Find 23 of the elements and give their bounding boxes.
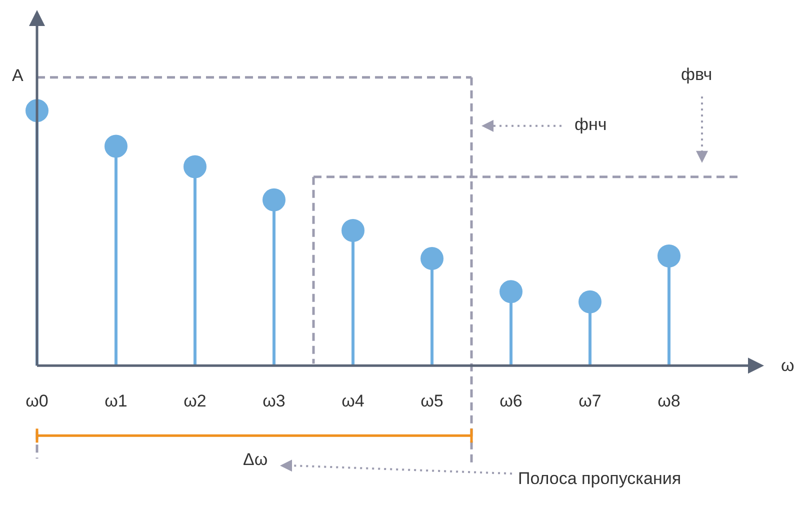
x-tick-label: ω0	[26, 391, 48, 410]
x-tick-label: ω7	[578, 391, 602, 410]
point	[262, 188, 286, 212]
x-tick-label: ω2	[184, 391, 206, 410]
x-tick-label: ω3	[262, 391, 286, 410]
point	[342, 218, 364, 242]
point	[104, 134, 128, 158]
point	[578, 290, 602, 314]
x-tick-label: ω4	[342, 391, 364, 410]
text: Полоса пропускания	[518, 468, 682, 489]
x-tick-label: ω1	[104, 391, 128, 410]
annotation: фнч	[574, 114, 607, 135]
x-tick-label: ω5	[420, 391, 444, 410]
x-axis-title: ω	[781, 356, 794, 376]
x-tick-label: ω6	[500, 391, 522, 410]
point	[184, 155, 206, 178]
point	[420, 246, 444, 270]
y-axis-title: A	[12, 66, 24, 86]
point	[500, 280, 522, 304]
text: фвч	[681, 65, 712, 86]
x-tick-label: ω8	[658, 391, 680, 410]
text: Δω	[243, 450, 268, 470]
point	[658, 244, 680, 268]
